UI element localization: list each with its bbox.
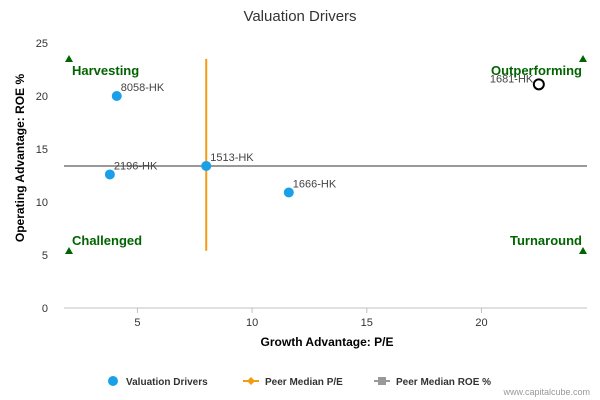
point-label: 1681-HK [490, 73, 534, 85]
y-tick-label: 10 [36, 197, 48, 209]
point-label: 1666-HK [293, 178, 337, 190]
x-tick-label: 15 [361, 317, 373, 329]
point-label: 1513-HK [210, 152, 254, 164]
x-tick-label: 10 [246, 317, 258, 329]
legend: Valuation Drivers Peer Median P/E Peer Med… [108, 376, 491, 388]
data-point [201, 160, 212, 171]
legend-circle-icon [108, 376, 118, 386]
quadrant-label-turnaround: Turnaround [510, 233, 582, 248]
point-label: 2196-HK [114, 160, 158, 172]
legend-square-icon [378, 377, 386, 385]
challenged-marker-icon [65, 247, 73, 254]
data-point [104, 169, 115, 180]
data-point [283, 187, 294, 198]
data-point [111, 91, 122, 101]
quadrant-label-harvesting: Harvesting [72, 63, 139, 78]
legend-label: Valuation Drivers [126, 377, 208, 388]
y-tick-label: 5 [42, 250, 48, 262]
data-point-highlight [532, 78, 545, 91]
y-tick-label: 15 [36, 144, 48, 156]
y-tick-label: 25 [36, 38, 48, 50]
quadrant-label-challenged: Challenged [72, 233, 142, 248]
x-tick-label: 20 [475, 317, 487, 329]
chart-title: Valuation Drivers [243, 8, 356, 25]
x-axis-title: Growth Advantage: P/E [261, 335, 394, 349]
legend-label: Peer Median ROE % [396, 377, 491, 388]
data-points: 8058-HK 2196-HK 1513-HK 1666-HK 1681-HK [104, 73, 545, 198]
legend-label: Peer Median P/E [265, 377, 343, 388]
median-lines [64, 58, 587, 251]
credit-text: www.capitalcube.com [502, 387, 590, 397]
point-label: 8058-HK [121, 82, 165, 94]
outperforming-marker-icon [579, 55, 587, 62]
axes: 5 10 15 20 0 5 10 15 20 25 [36, 38, 587, 329]
y-axis-title: Operating Advantage: ROE % [13, 74, 27, 243]
legend-diamond-icon [247, 377, 255, 385]
turnaround-marker-icon [579, 247, 587, 254]
y-tick-label: 0 [42, 303, 48, 315]
quadrant-label-outperforming: Outperforming [491, 63, 582, 78]
quadrant-labels: Harvesting Outperforming Challenged Turnaro… [65, 55, 587, 254]
harvesting-marker-icon [65, 55, 73, 62]
y-tick-label: 20 [36, 91, 48, 103]
x-tick-label: 5 [134, 317, 140, 329]
